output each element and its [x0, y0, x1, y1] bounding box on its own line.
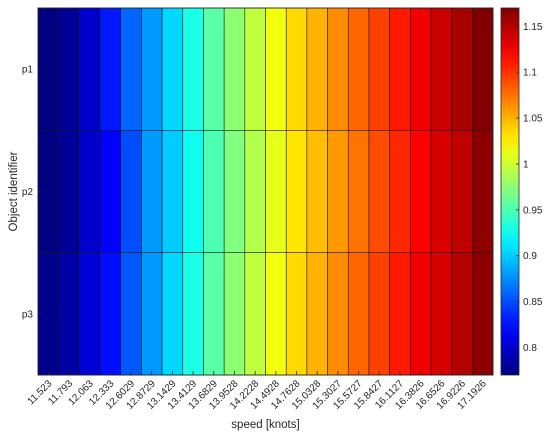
heatmap-cell: [285, 130, 308, 254]
y-tick-labels: p1 p2 p3: [22, 65, 42, 320]
heatmap-cell: [265, 130, 287, 254]
heatmap-cell: [141, 252, 163, 376]
heatmap-cell: [99, 252, 122, 376]
heatmap-cell: [203, 130, 225, 254]
heatmap-cell: [203, 252, 225, 376]
heatmap-cell: [141, 130, 163, 254]
heatmap-cell: [347, 7, 370, 131]
heatmap-cell: [99, 7, 122, 131]
colorbar-tick-label: 1: [523, 159, 529, 170]
heatmap-cell: [285, 252, 308, 376]
heatmap-cell: [285, 7, 308, 131]
heatmap-cell: [79, 7, 101, 131]
heatmap-cell: [306, 7, 328, 131]
heatmap-cell: [182, 7, 204, 131]
heatmap-cell: [368, 252, 390, 376]
heatmap-cell: [409, 252, 432, 376]
heatmap-cell: [120, 252, 142, 376]
heatmap-cell: [389, 252, 411, 376]
heatmap-cell: [389, 7, 411, 131]
heatmap-cell: [161, 7, 184, 131]
heatmap-cell: [327, 7, 349, 131]
heatmap-cell: [120, 7, 142, 131]
heatmap-cell: [472, 130, 494, 254]
heatmap-cell: [451, 130, 473, 254]
y-tick-label: p3: [22, 309, 34, 320]
heatmap-cell: [182, 130, 204, 254]
heatmap-cell: [327, 252, 349, 376]
heatmap-cell: [244, 7, 266, 131]
heatmap-cell: [141, 7, 163, 131]
heatmap-cell: [265, 7, 287, 131]
heatmap-cell: [327, 130, 349, 254]
heatmap-cell: [182, 252, 204, 376]
heatmap-cell: [244, 252, 266, 376]
heatmap-cell: [99, 130, 122, 254]
heatmap-cell: [223, 7, 246, 131]
heatmap-cell: [306, 252, 328, 376]
heatmap-cell: [451, 252, 473, 376]
heatmap-cell: [223, 130, 246, 254]
heatmap-cell: [472, 7, 494, 131]
y-tick-label: p2: [22, 187, 34, 198]
heatmap-cell: [244, 130, 266, 254]
colorbar-tick-label: 1.15: [523, 22, 543, 33]
heatmap-cell: [223, 252, 246, 376]
y-tick-label: p1: [22, 65, 34, 76]
heatmap-cell: [389, 130, 411, 254]
heatmap-cell: [203, 7, 225, 131]
heatmap-cell: [306, 130, 328, 254]
heatmap-cell: [430, 130, 453, 254]
x-tick-labels: 11.52311.79312.06312.33312.602912.872913…: [26, 371, 489, 412]
x-axis-label: speed [knots]: [231, 419, 299, 431]
heatmap-cell: [347, 130, 370, 254]
heatmap-cell: [58, 130, 80, 254]
heatmap-cell: [161, 252, 184, 376]
colorbar-tick-label: 1.1: [523, 68, 537, 79]
heatmap-cell: [368, 130, 390, 254]
heatmap-cell: [347, 252, 370, 376]
heatmap-cell: [409, 130, 432, 254]
heatmap-cell: [161, 130, 184, 254]
colorbar-tick-label: 0.9: [523, 251, 537, 262]
heatmap-cell: [451, 7, 473, 131]
heatmap-cell: [430, 7, 453, 131]
heatmap-cell: [409, 7, 432, 131]
y-axis-label: Object identifier: [8, 151, 20, 231]
heatmap-cells: [37, 7, 494, 376]
heatmap-cell: [368, 7, 390, 131]
heatmap-cell: [265, 252, 287, 376]
heatmap-cell: [58, 7, 80, 131]
heatmap-cell: [430, 252, 453, 376]
colorbar: [500, 7, 520, 376]
heatmap-cell: [79, 252, 101, 376]
colorbar-tick-label: 1.05: [523, 114, 543, 125]
heatmap-cell: [58, 252, 80, 376]
colorbar-tick-label: 0.8: [523, 343, 537, 354]
colorbar-tick-label: 0.95: [523, 205, 543, 216]
colorbar-tick-labels: 0.8 0.85 0.9 0.95 1 1.05 1.1 1.15: [516, 22, 543, 354]
heatmap-cell: [472, 252, 494, 376]
colorbar-tick-label: 0.85: [523, 297, 543, 308]
heatmap-cell: [79, 130, 101, 254]
heatmap-cell: [120, 130, 142, 254]
